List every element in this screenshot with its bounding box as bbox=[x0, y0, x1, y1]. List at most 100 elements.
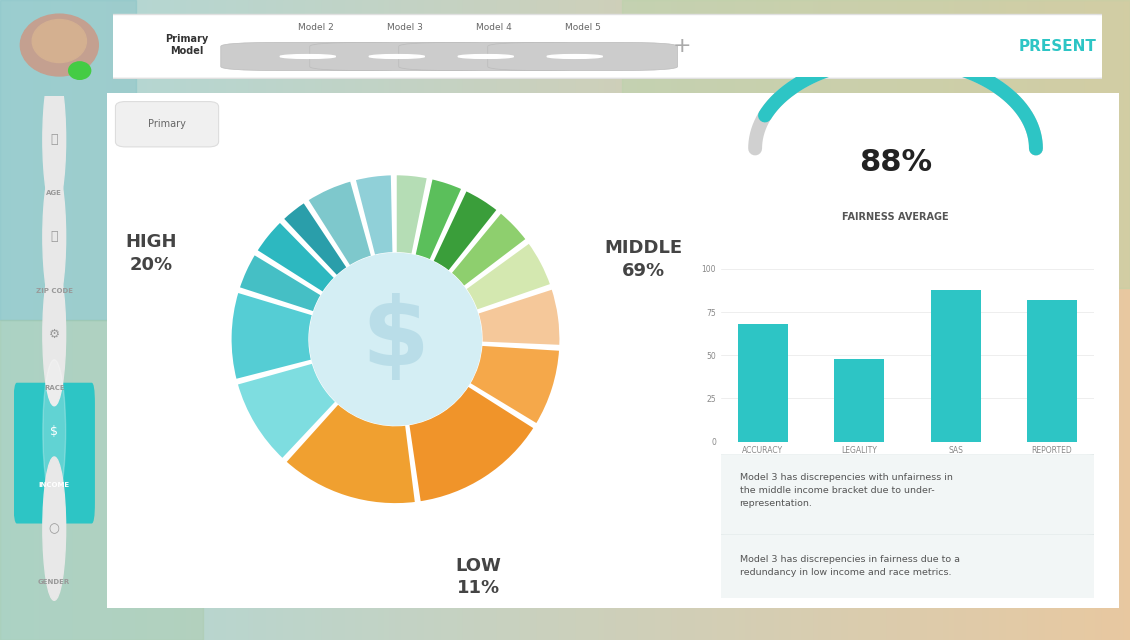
Bar bbox=[542, 0, 548, 640]
Text: MIDDLE
69%: MIDDLE 69% bbox=[605, 239, 683, 280]
Wedge shape bbox=[477, 288, 560, 346]
Bar bbox=[1068, 0, 1074, 640]
Bar bbox=[215, 0, 220, 640]
Bar bbox=[153, 0, 158, 640]
Bar bbox=[85, 0, 90, 640]
Text: 📍: 📍 bbox=[51, 230, 58, 243]
Bar bbox=[102, 0, 107, 640]
Bar bbox=[729, 0, 734, 640]
Bar bbox=[51, 0, 57, 640]
Bar bbox=[1079, 0, 1085, 640]
Wedge shape bbox=[469, 344, 560, 425]
Text: PRESENT: PRESENT bbox=[1018, 39, 1096, 54]
Text: Model 4: Model 4 bbox=[476, 23, 512, 32]
Bar bbox=[1027, 300, 1077, 442]
Bar bbox=[944, 0, 949, 640]
Bar bbox=[271, 0, 277, 640]
Bar bbox=[124, 0, 130, 640]
Bar bbox=[328, 0, 333, 640]
Bar bbox=[864, 0, 870, 640]
Circle shape bbox=[370, 54, 425, 58]
Bar bbox=[921, 0, 927, 640]
Circle shape bbox=[32, 19, 86, 63]
Bar bbox=[113, 0, 119, 640]
Text: HIGH
20%: HIGH 20% bbox=[125, 233, 176, 274]
Bar bbox=[825, 0, 831, 640]
Bar bbox=[881, 0, 887, 640]
Bar bbox=[893, 0, 898, 640]
Circle shape bbox=[69, 62, 90, 79]
Bar bbox=[412, 0, 418, 640]
Circle shape bbox=[280, 54, 336, 58]
Bar bbox=[554, 0, 559, 640]
Bar bbox=[288, 0, 294, 640]
Bar bbox=[751, 0, 757, 640]
Text: Primary
Model: Primary Model bbox=[165, 34, 209, 56]
Bar bbox=[706, 0, 712, 640]
Bar bbox=[910, 0, 915, 640]
Text: Model 2: Model 2 bbox=[298, 23, 333, 32]
Bar bbox=[876, 0, 881, 640]
Bar bbox=[373, 0, 379, 640]
Bar bbox=[610, 0, 616, 640]
Circle shape bbox=[43, 262, 66, 406]
Bar bbox=[738, 324, 788, 442]
Bar bbox=[571, 0, 576, 640]
Bar bbox=[994, 0, 1000, 640]
Bar bbox=[763, 0, 768, 640]
Bar bbox=[311, 0, 316, 640]
Bar bbox=[1119, 0, 1124, 640]
Text: 👥: 👥 bbox=[51, 133, 58, 146]
Bar bbox=[633, 0, 638, 640]
Bar bbox=[797, 0, 802, 640]
Bar bbox=[593, 0, 599, 640]
Bar bbox=[1062, 0, 1068, 640]
Bar bbox=[237, 0, 243, 640]
Bar bbox=[401, 0, 407, 640]
Bar bbox=[305, 0, 311, 640]
FancyBboxPatch shape bbox=[710, 534, 1102, 600]
Bar bbox=[718, 0, 723, 640]
Bar bbox=[819, 0, 825, 640]
Bar bbox=[158, 0, 164, 640]
Wedge shape bbox=[236, 362, 337, 460]
Bar bbox=[11, 0, 17, 640]
Circle shape bbox=[547, 54, 602, 58]
Circle shape bbox=[310, 253, 481, 425]
Bar bbox=[808, 0, 814, 640]
Bar bbox=[667, 0, 672, 640]
Bar bbox=[170, 0, 175, 640]
Text: RACE: RACE bbox=[44, 385, 64, 391]
Bar bbox=[96, 0, 102, 640]
Bar bbox=[1034, 0, 1040, 640]
Bar bbox=[23, 0, 28, 640]
Bar bbox=[203, 0, 209, 640]
Circle shape bbox=[458, 54, 513, 58]
Bar bbox=[848, 0, 853, 640]
Text: LOW
11%: LOW 11% bbox=[455, 557, 501, 598]
Bar bbox=[870, 0, 876, 640]
Bar bbox=[119, 0, 124, 640]
Text: ○: ○ bbox=[49, 522, 60, 535]
Text: $: $ bbox=[50, 425, 59, 438]
Bar bbox=[638, 0, 644, 640]
Bar bbox=[802, 0, 808, 640]
Wedge shape bbox=[307, 180, 373, 267]
Bar bbox=[1074, 0, 1079, 640]
Circle shape bbox=[20, 14, 98, 76]
Bar bbox=[243, 0, 249, 640]
Bar bbox=[780, 0, 785, 640]
Bar bbox=[260, 0, 266, 640]
Polygon shape bbox=[0, 320, 203, 640]
Bar bbox=[525, 0, 531, 640]
Bar bbox=[887, 0, 893, 640]
Wedge shape bbox=[257, 221, 336, 293]
Bar bbox=[362, 0, 367, 640]
Bar bbox=[367, 0, 373, 640]
Bar bbox=[350, 0, 356, 640]
Text: ⚙: ⚙ bbox=[49, 328, 60, 340]
Bar bbox=[616, 0, 622, 640]
Bar bbox=[949, 0, 955, 640]
Bar bbox=[774, 0, 780, 640]
Bar bbox=[1011, 0, 1017, 640]
